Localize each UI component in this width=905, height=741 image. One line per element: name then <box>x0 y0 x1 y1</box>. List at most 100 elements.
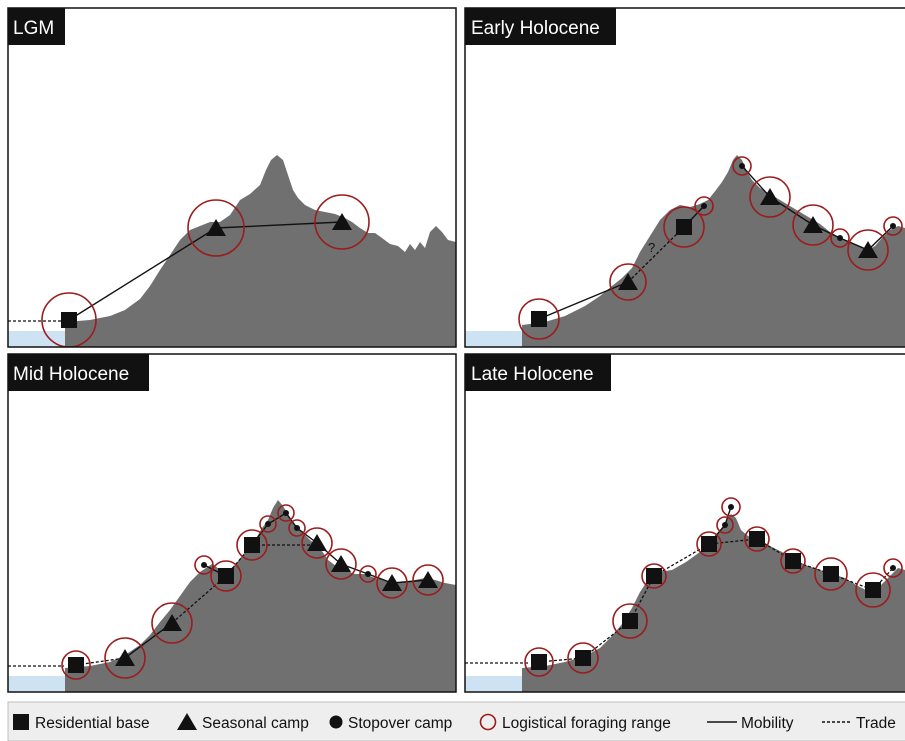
range-circle <box>847 229 889 271</box>
seasonal-camp <box>618 273 638 290</box>
water <box>465 676 523 692</box>
panel-title: Mid Holocene <box>13 364 129 385</box>
range-circle <box>259 515 277 533</box>
mobility-line <box>538 281 629 320</box>
range-circle <box>288 519 306 537</box>
range-circle <box>524 647 554 677</box>
trade-line <box>171 575 227 624</box>
range-circle <box>612 603 648 639</box>
terrain <box>522 514 905 692</box>
range-circle <box>567 642 599 674</box>
legend: Residential base Seasonal camp Stopover … <box>7 701 905 741</box>
panel-title-bg <box>8 8 65 45</box>
range-circle <box>716 516 734 534</box>
range-circle <box>210 560 242 592</box>
panel-title: Late Holocene <box>471 364 594 385</box>
panel-title-bg <box>465 8 616 45</box>
residential-base <box>61 312 77 328</box>
range-circle <box>883 216 903 236</box>
range-circle <box>314 194 370 250</box>
stopover-camp <box>890 565 896 571</box>
residential-base <box>749 531 765 547</box>
water <box>8 331 66 347</box>
range-circle <box>518 298 560 340</box>
range-circle <box>749 176 791 218</box>
range-circle <box>236 529 268 561</box>
range-circle <box>780 548 806 574</box>
legend-box <box>7 701 905 741</box>
residential-base <box>676 219 692 235</box>
legend-residential-label: Residential base <box>35 715 150 732</box>
stopover-camp <box>722 522 728 528</box>
seasonal-camp <box>382 574 402 591</box>
legend-stopover-label: Stopover camp <box>348 715 452 732</box>
panel-lgm: LGM <box>7 7 457 348</box>
stopover-camp <box>283 510 289 516</box>
range-circle <box>732 156 752 176</box>
residential-base <box>646 568 662 584</box>
panel-title: Early Holocene <box>471 18 600 39</box>
range-circle <box>359 565 377 583</box>
terrain <box>522 155 905 347</box>
seasonal-camp <box>331 555 351 572</box>
seasonal-camp <box>206 219 226 236</box>
range-circle <box>792 204 834 246</box>
legend-range-label: Logistical foraging range <box>502 715 671 732</box>
range-circle <box>694 196 714 216</box>
range-circle <box>855 572 891 608</box>
range-circle <box>744 526 770 552</box>
stopover-camp <box>265 521 271 527</box>
uncertainty-mark: ? <box>648 240 655 255</box>
seasonal-camp <box>307 534 327 551</box>
range-circle <box>609 263 647 301</box>
range-circle <box>325 548 357 580</box>
terrain <box>65 500 456 692</box>
residential-base-symbol <box>13 714 29 730</box>
seasonal-camp-symbol <box>177 713 197 730</box>
range-circle <box>814 557 848 591</box>
stopover-camp <box>728 504 734 510</box>
residential-base <box>865 582 881 598</box>
range-circle <box>641 563 667 589</box>
range-circle <box>277 504 295 522</box>
panel-title: LGM <box>13 18 54 39</box>
legend-mobility-label: Mobility <box>741 715 794 732</box>
trade-line <box>538 538 894 663</box>
panel-title-bg <box>8 354 149 391</box>
range-circle <box>412 564 444 596</box>
residential-base <box>244 537 260 553</box>
residential-base <box>785 553 801 569</box>
residential-base <box>575 650 591 666</box>
range-circle <box>883 558 903 578</box>
range-circle <box>721 497 741 517</box>
residential-base <box>531 311 547 327</box>
seasonal-camp <box>115 649 135 666</box>
residential-base <box>68 657 84 673</box>
range-circle <box>187 199 245 257</box>
residential-base <box>622 613 638 629</box>
seasonal-camp <box>803 216 823 233</box>
seasonal-camp <box>162 614 182 631</box>
range-circle <box>663 206 705 248</box>
range-circle <box>61 650 91 680</box>
legend-seasonal-label: Seasonal camp <box>202 715 309 732</box>
stopover-camp <box>701 203 707 209</box>
seasonal-camp <box>418 571 438 588</box>
water <box>8 676 66 692</box>
residential-base <box>823 566 839 582</box>
terrain <box>65 155 456 347</box>
seasonal-camp <box>760 188 780 205</box>
water <box>465 331 523 347</box>
mobility-line <box>741 165 894 251</box>
seasonal-camp <box>858 241 878 258</box>
stopover-camp-symbol <box>329 715 343 729</box>
stopover-camp <box>365 571 371 577</box>
range-circle <box>376 567 408 599</box>
seasonal-camp <box>332 213 352 230</box>
range-circle <box>151 602 193 644</box>
legend-trade-label: Trade <box>856 715 896 732</box>
range-circle <box>41 292 97 347</box>
range-circle-symbol <box>479 713 497 731</box>
trade-line <box>75 657 126 666</box>
range-circle <box>104 637 146 679</box>
